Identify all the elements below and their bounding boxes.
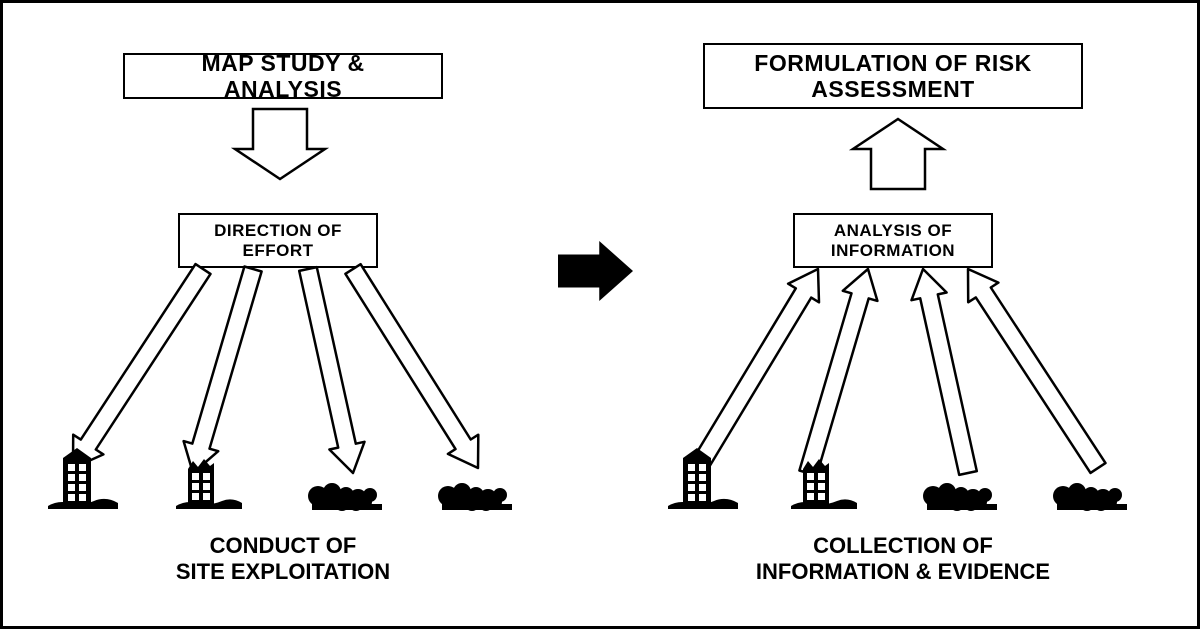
fan-arrow-icon [968, 269, 1106, 473]
block-arrow-up-icon [853, 119, 943, 189]
block-arrow-down-icon [235, 109, 325, 179]
rubble-icon [923, 483, 997, 511]
fan-arrow-icon [799, 269, 877, 476]
left-top-label: MAP STUDY & ANALYSIS [143, 50, 423, 103]
rubble-icon [438, 483, 512, 511]
left-mid-box: DIRECTION OFEFFORT [178, 213, 378, 268]
center-arrow-icon [558, 241, 633, 301]
fan-arrow-icon [299, 267, 364, 473]
left-mid-label: DIRECTION OFEFFORT [214, 221, 342, 260]
fan-arrow-icon [184, 267, 262, 474]
right-mid-label: ANALYSIS OFINFORMATION [831, 221, 955, 260]
building-damaged-icon [791, 459, 857, 509]
building-tall-icon [668, 448, 738, 509]
fan-arrow-icon [345, 264, 478, 468]
right-top-box: FORMULATION OF RISKASSESSMENT [703, 43, 1083, 109]
fan-arrow-icon [690, 269, 819, 473]
right-caption: COLLECTION OFINFORMATION & EVIDENCE [683, 533, 1123, 586]
building-tall-icon [48, 448, 118, 509]
fan-arrow-icon [73, 264, 211, 468]
diagram-frame: MAP STUDY & ANALYSIS DIRECTION OFEFFORT … [0, 0, 1200, 629]
rubble-icon [308, 483, 382, 511]
left-caption-text: CONDUCT OFSITE EXPLOITATION [176, 533, 390, 584]
right-mid-box: ANALYSIS OFINFORMATION [793, 213, 993, 268]
left-caption: CONDUCT OFSITE EXPLOITATION [63, 533, 503, 586]
fan-arrow-icon [912, 269, 977, 475]
left-top-box: MAP STUDY & ANALYSIS [123, 53, 443, 99]
right-top-label: FORMULATION OF RISKASSESSMENT [754, 50, 1031, 103]
right-caption-text: COLLECTION OFINFORMATION & EVIDENCE [756, 533, 1050, 584]
rubble-icon [1053, 483, 1127, 511]
building-damaged-icon [176, 459, 242, 509]
